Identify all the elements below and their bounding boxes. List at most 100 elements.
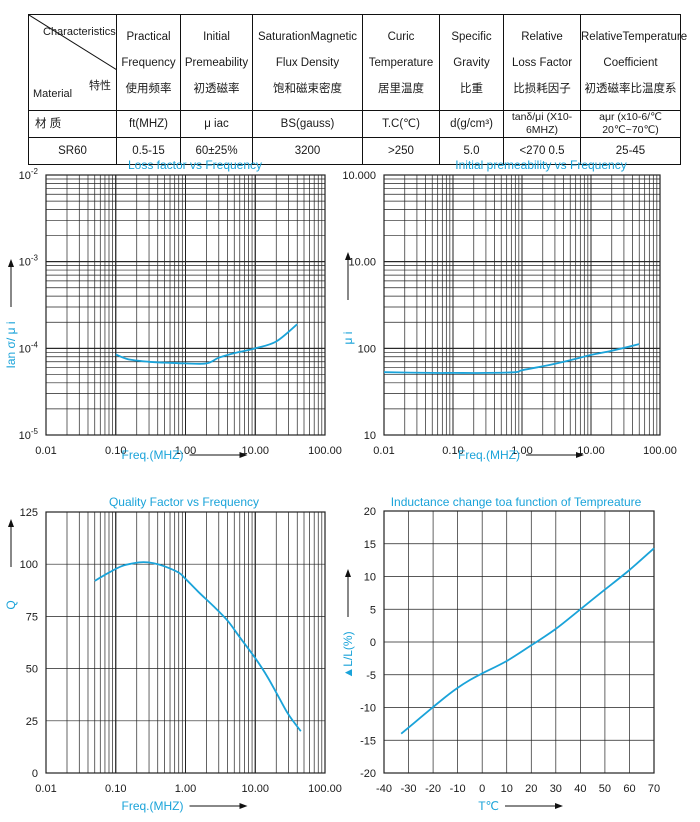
unit-cell: aμr (x10-6/℃ 20℃~70℃) [580,110,681,138]
x-tick-label: 0.01 [35,783,56,795]
x-tick-label: 0 [479,783,485,795]
x-tick-label: -20 [425,783,441,795]
x-tick-label: 10.00 [577,445,605,457]
y-tick-label: 10 [364,572,376,584]
y-tick-label: 15 [364,539,376,551]
corner-diagonal [29,15,117,71]
y-tick-label: 10-4 [19,340,39,355]
chart-1 [8,174,326,458]
x-tick-label: 10 [501,783,513,795]
x-tick-label: 10.00 [241,783,269,795]
y-tick-label: 10.000 [342,170,376,182]
x-tick-label: 40 [574,783,586,795]
x-tick-label: 20 [525,783,537,795]
y-axis-label: Ian σ/ μ i [4,321,18,368]
col-header: Specific Gravity 比重 [439,14,504,111]
chart-2 [345,174,661,458]
y-tick-label: 0 [370,637,376,649]
material-label-en: Material [33,88,73,100]
y-axis-label: ▲L/L(%) [341,631,355,678]
x-axis-label: Freq.(MHZ) [122,448,184,462]
material-row-label: 材 质 [28,110,117,138]
x-axis-arrowhead [239,803,248,809]
y-tick-label: 0 [32,768,38,780]
x-tick-label: 50 [599,783,611,795]
chart-4 [345,510,655,809]
y-tick-label: -20 [360,768,376,780]
x-tick-label: 70 [648,783,660,795]
y-tick-label: 125 [20,507,38,519]
value-cell: <270 0.5 [503,137,581,165]
y-axis-label: Q [4,600,18,609]
x-tick-label: 30 [550,783,562,795]
y-tick-label: 10-5 [19,427,39,442]
y-tick-label: 10-3 [19,254,39,269]
plot-frame [45,174,326,436]
characteristics-label: Characteristics [43,26,116,38]
col-header: RelativeTemperature Coefficient 初透磁率比温度系 [580,14,687,111]
chart-title: Loss factor vs Frequency [128,158,262,172]
y-tick-label: 75 [26,611,38,623]
y-tick-label: 5 [370,604,376,616]
y-axis-arrowhead [345,252,351,260]
y-tick-label: 100 [20,559,38,571]
data-curve [94,561,302,732]
y-tick-label: 100 [358,343,376,355]
unit-cell: tanδ/μi (X10-6MHZ) [503,110,581,138]
x-tick-label: 100.00 [643,445,677,457]
x-tick-label: 0.10 [442,445,463,457]
chart-title: Quality Factor vs Frequency [109,495,259,509]
y-axis-arrowhead [8,259,14,267]
data-curve [383,343,640,374]
value-cell: 3200 [252,137,363,165]
chart-title: Initial premeability vs Frequency [455,158,626,172]
x-tick-label: 1.00 [175,445,196,457]
x-tick-label: 1.00 [175,783,196,795]
corner-header-cell: Characteristics Material 特性 [28,14,117,111]
x-tick-label: -10 [450,783,466,795]
y-tick-label: 10 [364,430,376,442]
y-axis-label: μ i [341,332,355,345]
y-axis-arrowhead [8,519,14,527]
x-tick-label: 0.10 [105,783,126,795]
spec-table: Characteristics Material 特性 Practical Fre… [28,14,687,165]
col-header: Initial Premeability 初透磁率 [180,14,253,111]
unit-cell: BS(gauss) [252,110,363,138]
value-cell: >250 [362,137,440,165]
x-tick-label: 100.00 [308,783,342,795]
col-header: SaturationMagnetic Flux Density 饱和磁束密度 [252,14,363,111]
value-cell: 60±25% [180,137,253,165]
x-tick-label: 0.01 [373,445,394,457]
x-tick-label: 0.01 [35,445,56,457]
y-tick-label: -5 [366,670,376,682]
value-cell: 0.5-15 [116,137,181,165]
unit-cell: ft(MHZ) [116,110,181,138]
x-tick-label: 100.00 [308,445,342,457]
unit-cell: μ iac [180,110,253,138]
x-tick-label: 1.00 [511,445,532,457]
col-header: Relative Loss Factor 比损耗因子 [503,14,581,111]
y-tick-label: 25 [26,716,38,728]
data-curve [400,547,655,735]
x-tick-label: 0.10 [105,445,126,457]
x-tick-label: 10.00 [241,445,269,457]
y-axis-arrowhead [345,569,351,577]
y-tick-label: 50 [26,664,38,676]
y-tick-label: -15 [360,735,376,747]
y-tick-label: 20 [364,506,376,518]
plot-frame [383,174,661,436]
value-cell: 5.0 [439,137,504,165]
y-tick-label: -10 [360,703,376,715]
chart-title: Inductance change toa function of Tempre… [391,495,642,509]
plot-frame [383,510,655,774]
data-curve [115,323,298,365]
x-axis-label: T℃ [478,799,499,813]
value-cell: 25-45 [580,137,681,165]
x-axis-label: Freq.(MHZ) [122,799,184,813]
chart-3 [8,511,326,809]
x-axis-arrowhead [576,452,584,458]
x-tick-label: 60 [623,783,635,795]
y-tick-label: 10-2 [19,167,39,182]
y-tick-label: 10.00 [348,257,376,269]
